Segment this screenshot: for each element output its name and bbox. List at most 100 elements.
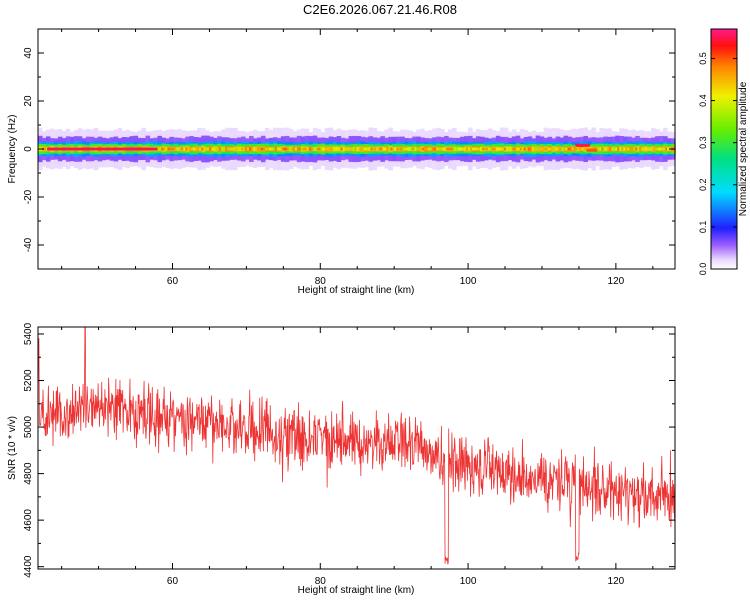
heatmap-cell	[272, 147, 276, 151]
heatmap-cell	[533, 147, 537, 151]
heatmap-cell	[169, 147, 172, 151]
heatmap-cell	[611, 147, 614, 151]
heatmap-cell	[527, 147, 531, 151]
heatmap-cell	[607, 147, 610, 151]
heatmap-cell	[661, 147, 664, 151]
heatmap-cell	[605, 147, 608, 151]
heatmap-cell	[499, 147, 503, 151]
heatmap-cell	[563, 147, 567, 151]
heatmap-cell	[603, 147, 606, 151]
heatmap-cell	[314, 147, 318, 151]
heatmap-cell	[410, 147, 413, 151]
heatmap-cell	[157, 147, 160, 151]
heatmap-cell	[599, 147, 602, 151]
heatmap-cell	[561, 147, 565, 151]
heatmap-cell	[525, 147, 529, 151]
snr-ytick-label: 4400	[23, 555, 34, 578]
heatmap-cell	[523, 147, 527, 151]
heatmap-cell	[549, 147, 553, 151]
heatmap-cell	[609, 147, 612, 151]
heatmap-cell	[521, 147, 525, 151]
heatmap-cell	[465, 147, 469, 151]
heatmap-cell	[655, 147, 658, 151]
heatmap-cell	[428, 147, 431, 151]
colorbar-gradient	[710, 28, 738, 270]
heatmap-cell	[619, 147, 622, 151]
heatmap-cell	[551, 147, 555, 151]
heatmap-cell	[262, 147, 266, 151]
heatmap-cell	[213, 147, 216, 151]
heatmap-cell	[412, 147, 415, 151]
heatmap-cell	[372, 147, 375, 151]
heatmap-cell	[487, 147, 491, 151]
heatmap-cell	[475, 147, 479, 151]
heatmap-cell	[501, 147, 505, 151]
heatmap-cell	[215, 147, 218, 151]
heatmap-cell	[509, 147, 513, 151]
heatmap-cell	[380, 147, 383, 151]
heatmap-cell	[481, 147, 485, 151]
heatmap-cell	[276, 147, 280, 151]
snr-xtick-label: 60	[167, 576, 179, 587]
heatmap-cell	[229, 147, 232, 151]
heatmap-cell	[165, 147, 168, 151]
heatmap-cell	[547, 147, 551, 151]
snr-ytick-label: 4800	[23, 462, 34, 485]
heatmap-cell	[647, 147, 650, 151]
heatmap-cell	[557, 147, 561, 151]
snr-ytick-label: 5000	[23, 415, 34, 438]
heatmap-cell	[187, 147, 190, 151]
heatmap-cell	[322, 147, 326, 151]
heatmap-cell	[553, 147, 557, 151]
heatmap-cell	[597, 147, 600, 151]
heatmap-cell	[296, 147, 300, 151]
heatmap-cell	[420, 147, 423, 151]
colorbar-tick-label: 0.4	[698, 94, 708, 107]
colorbar-tick-label: 0.2	[698, 179, 708, 192]
heatmap-cell	[641, 147, 644, 151]
heatmap-cell	[567, 147, 570, 151]
heatmap-cell	[280, 147, 284, 151]
heatmap-cell	[300, 147, 304, 151]
heatmap-cell	[304, 147, 308, 151]
heatmap-cell	[601, 147, 604, 151]
heatmap-cell	[627, 147, 630, 151]
heatmap-cell	[467, 147, 471, 151]
heatmap-cell	[292, 147, 296, 151]
heatmap-cell	[390, 147, 393, 151]
heatmap-cell	[201, 147, 204, 151]
heatmap-cell	[328, 147, 332, 151]
heatmap-cell	[183, 147, 186, 151]
heatmap-cell	[268, 147, 272, 151]
heatmap-cell	[388, 147, 391, 151]
heatmap-cell	[531, 147, 535, 151]
heatmap-cell	[211, 147, 214, 151]
heatmap-cell	[535, 147, 539, 151]
heatmap-cell	[326, 147, 330, 151]
heatmap-peak	[445, 147, 454, 151]
heatmap-xtick-label: 80	[315, 276, 327, 287]
heatmap-cell	[663, 147, 666, 151]
snr-frame	[37, 326, 676, 570]
heatmap-cell	[384, 147, 387, 151]
snr-xlabel: Height of straight line (km)	[298, 585, 415, 596]
heatmap-ytick-label: 40	[23, 47, 34, 59]
heatmap-axes: 60 80 100 120 -40 -20 0 20 40	[23, 28, 675, 287]
heatmap-ylabel: Frequency (Hz)	[7, 115, 18, 184]
heatmap-cell	[195, 147, 198, 151]
heatmap-cell	[185, 147, 188, 151]
heatmap-cell	[237, 147, 240, 151]
heatmap-cell	[205, 147, 208, 151]
snr-axes: 60 80 100 120 4400 4600 4800 5000 5200 5400	[23, 322, 675, 587]
heatmap-ytick-label: -20	[23, 189, 34, 204]
heatmap-cell	[406, 147, 409, 151]
heatmap-cell	[360, 147, 363, 151]
heatmap-cell	[258, 147, 262, 151]
heatmap-cell	[659, 147, 662, 151]
heatmap-cell	[284, 147, 288, 151]
heatmap-cell	[458, 147, 461, 151]
heatmap-cell	[302, 147, 306, 151]
heatmap-cell	[545, 147, 549, 151]
heatmap-cell	[667, 147, 670, 151]
heatmap-cell	[631, 147, 634, 151]
